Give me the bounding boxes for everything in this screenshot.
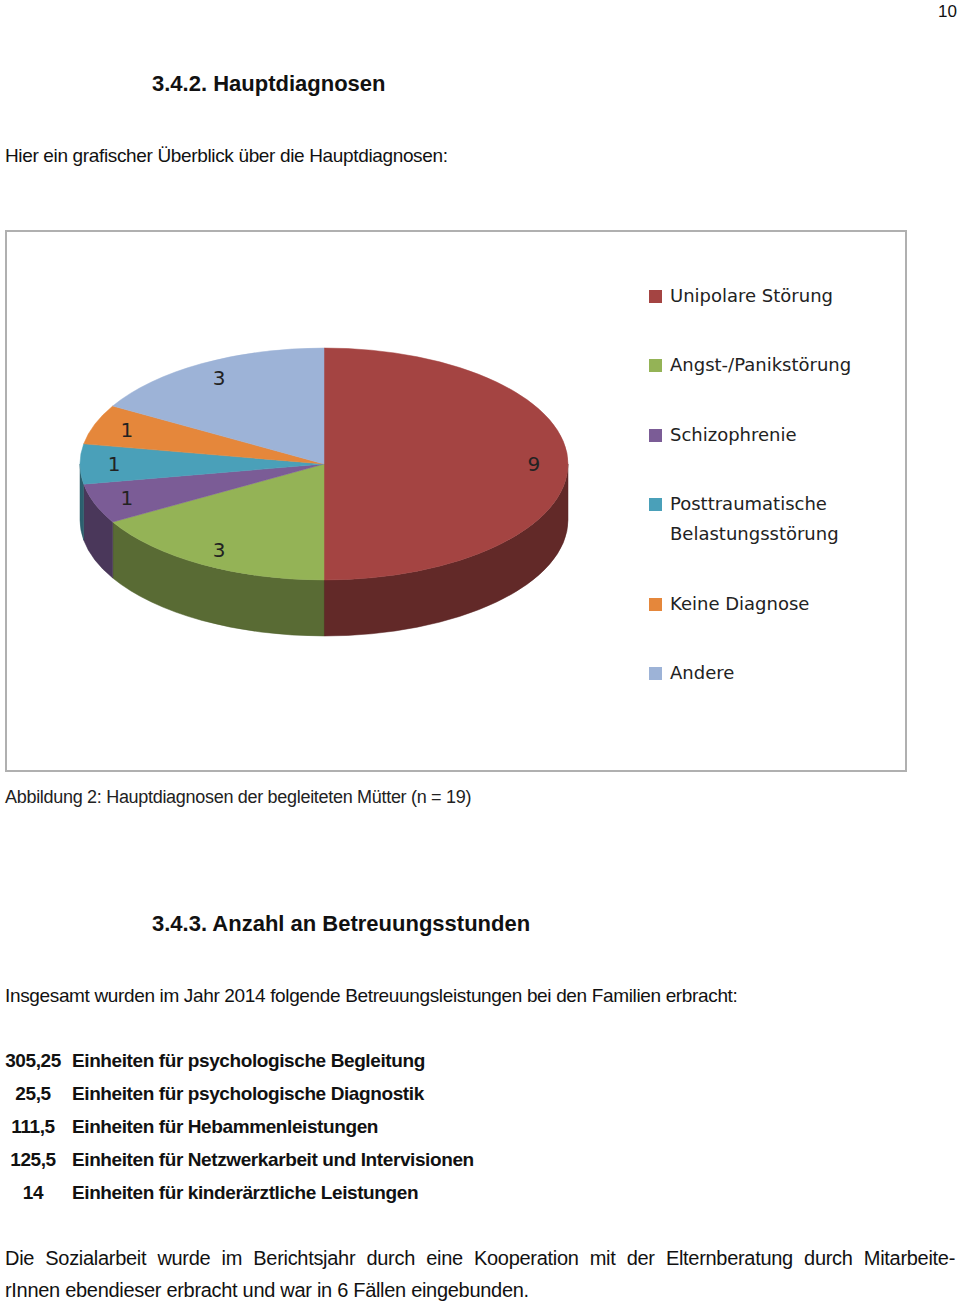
paragraph-line: Die Sozialarbeit wurde im Berichtsjahr d… bbox=[5, 1247, 955, 1270]
service-row: 14Einheiten für kinderärztliche Leistung… bbox=[0, 1182, 66, 1204]
legend-item: Unipolare Störung bbox=[649, 281, 885, 311]
legend-item: Posttraumatische Belastungsstörung bbox=[649, 489, 885, 549]
service-amount: 14 bbox=[0, 1182, 66, 1204]
pie-tops bbox=[80, 348, 568, 580]
service-amount: 125,5 bbox=[0, 1149, 66, 1171]
service-row: 305,25Einheiten für psychologische Begle… bbox=[0, 1050, 66, 1072]
legend-label: Keine Diagnose bbox=[670, 589, 885, 619]
service-row: 125,5Einheiten für Netzwerkarbeit und In… bbox=[0, 1149, 66, 1171]
service-label: Einheiten für psychologische Begleitung bbox=[72, 1050, 425, 1072]
legend-swatch bbox=[649, 290, 662, 303]
figure-caption: Abbildung 2: Hauptdiagnosen der begleite… bbox=[5, 787, 471, 808]
legend-item: Schizophrenie bbox=[649, 420, 885, 450]
legend-swatch bbox=[649, 598, 662, 611]
data-label: 1 bbox=[120, 486, 133, 510]
legend: Unipolare Störung Angst-/Panikstörung Schi… bbox=[649, 281, 885, 688]
data-label: 9 bbox=[527, 452, 540, 476]
data-label: 1 bbox=[108, 452, 121, 476]
service-amount: 25,5 bbox=[0, 1083, 66, 1105]
service-amount: 111,5 bbox=[0, 1116, 66, 1138]
legend-item: Keine Diagnose bbox=[649, 589, 885, 619]
section-heading: 3.4.2. Hauptdiagnosen bbox=[152, 71, 386, 97]
pie-slice bbox=[324, 348, 568, 580]
legend-label: Posttraumatische Belastungsstörung bbox=[670, 489, 885, 549]
service-row: 111,5Einheiten für Hebammenleistungen bbox=[0, 1116, 66, 1138]
service-label: Einheiten für Netzwerkarbeit und Intervi… bbox=[72, 1149, 474, 1171]
service-amount: 305,25 bbox=[0, 1050, 66, 1072]
service-label: Einheiten für psychologische Diagnostik bbox=[72, 1083, 424, 1105]
legend-swatch bbox=[649, 498, 662, 511]
chart-frame: 9 3 1 1 1 3 Unipolare Störung Angst-/Panikstöru… bbox=[5, 230, 907, 772]
pie-slice bbox=[113, 348, 324, 464]
service-label: Einheiten für Hebammenleistungen bbox=[72, 1116, 378, 1138]
legend-label: Schizophrenie bbox=[670, 420, 885, 450]
intro-text: Insgesamt wurden im Jahr 2014 folgende B… bbox=[5, 985, 737, 1007]
legend-label: Unipolare Störung bbox=[670, 281, 885, 311]
data-label: 1 bbox=[120, 418, 133, 442]
legend-item: Angst-/Panikstörung bbox=[649, 350, 885, 380]
legend-item: Andere bbox=[649, 658, 885, 688]
legend-swatch bbox=[649, 667, 662, 680]
section-heading: 3.4.3. Anzahl an Betreuungsstunden bbox=[152, 911, 530, 937]
service-row: 25,5Einheiten für psychologische Diagnos… bbox=[0, 1083, 66, 1105]
data-label: 3 bbox=[213, 538, 226, 562]
legend-label: Angst-/Panikstörung bbox=[670, 350, 885, 380]
paragraph-line: rInnen ebendieser erbracht und war in 6 … bbox=[5, 1279, 955, 1302]
service-label: Einheiten für kinderärztliche Leistungen bbox=[72, 1182, 418, 1204]
legend-swatch bbox=[649, 429, 662, 442]
legend-label: Andere bbox=[670, 658, 885, 688]
legend-swatch bbox=[649, 359, 662, 372]
page-number: 10 bbox=[938, 2, 957, 22]
intro-text: Hier ein grafischer Überblick über die H… bbox=[5, 145, 448, 167]
data-label: 3 bbox=[213, 366, 226, 390]
